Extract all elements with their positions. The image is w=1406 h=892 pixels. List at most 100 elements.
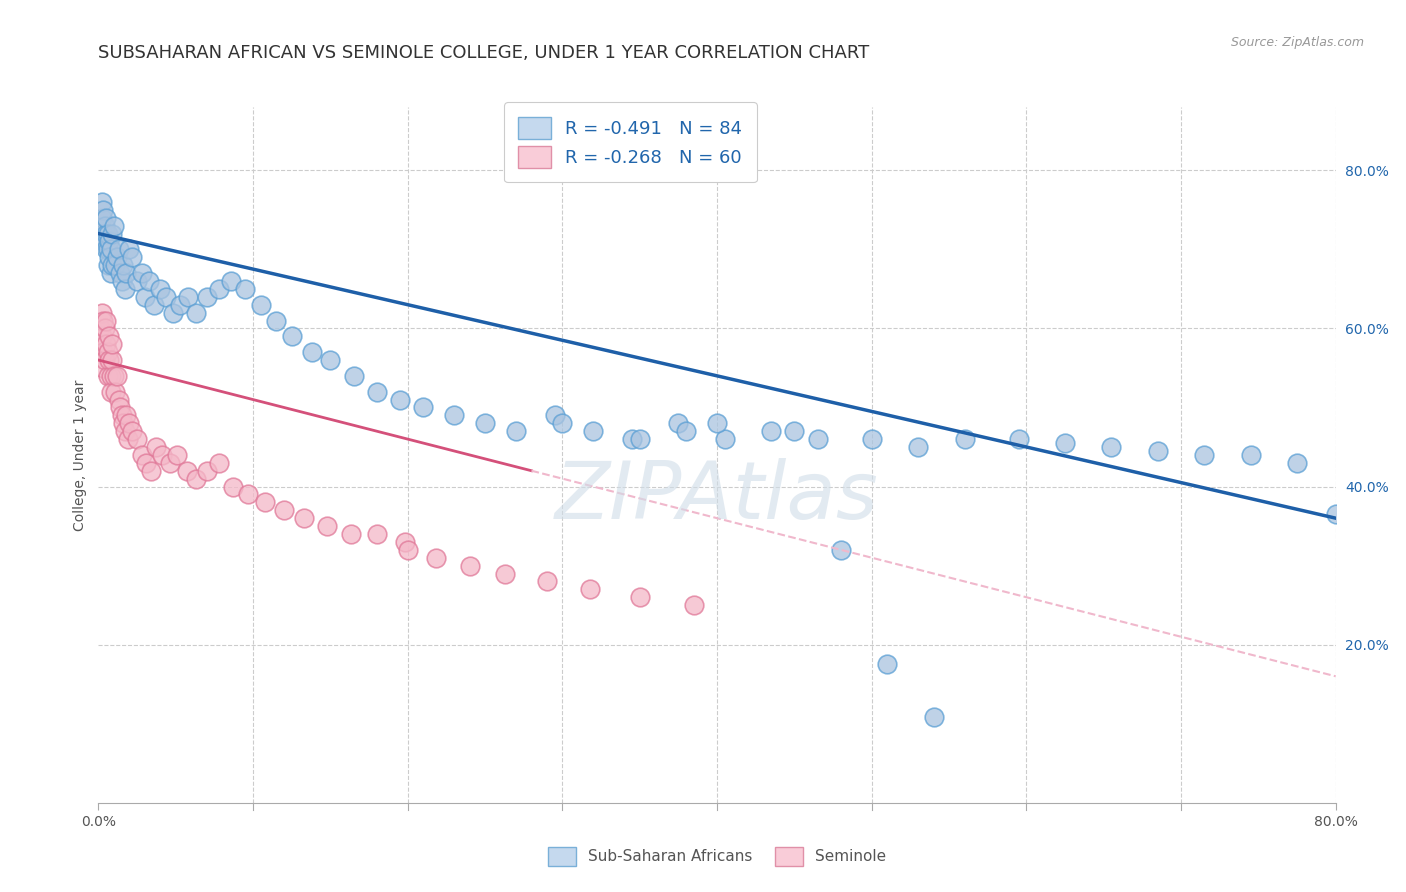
Point — [579, 582, 602, 597]
Point — [155, 290, 177, 304]
Point — [111, 409, 134, 423]
Point — [127, 274, 149, 288]
Point — [91, 345, 114, 359]
Text: ZIPAtlas: ZIPAtlas — [555, 458, 879, 536]
Text: SUBSAHARAN AFRICAN VS SEMINOLE COLLEGE, UNDER 1 YEAR CORRELATION CHART: SUBSAHARAN AFRICAN VS SEMINOLE COLLEGE, … — [98, 45, 870, 62]
Point — [683, 598, 706, 612]
Point — [108, 266, 131, 280]
Point — [505, 424, 527, 438]
Point — [145, 440, 167, 454]
Point — [1324, 507, 1347, 521]
Point — [162, 305, 184, 319]
Point — [388, 392, 412, 407]
Point — [907, 440, 929, 454]
Point — [621, 432, 644, 446]
Point — [292, 511, 315, 525]
Point — [90, 194, 112, 209]
Point — [103, 368, 125, 383]
Point — [98, 353, 121, 368]
Point — [1099, 440, 1122, 454]
Point — [184, 472, 207, 486]
Point — [98, 329, 121, 343]
Point — [101, 353, 124, 368]
Point — [89, 337, 111, 351]
Point — [394, 534, 416, 549]
Point — [96, 313, 118, 327]
Point — [100, 243, 122, 257]
Point — [543, 409, 565, 423]
Point — [118, 417, 141, 431]
Point — [134, 290, 156, 304]
Point — [1007, 432, 1029, 446]
Point — [159, 456, 181, 470]
Point — [714, 432, 737, 446]
Point — [169, 298, 191, 312]
Point — [105, 368, 128, 383]
Point — [150, 448, 173, 462]
Point — [675, 424, 697, 438]
Point — [98, 235, 121, 249]
Point — [103, 219, 125, 233]
Point — [114, 282, 136, 296]
Point — [208, 282, 231, 296]
Point — [100, 368, 122, 383]
Point — [93, 219, 115, 233]
Point — [783, 424, 806, 438]
Point — [443, 409, 465, 423]
Point — [235, 282, 257, 296]
Point — [90, 329, 112, 343]
Point — [91, 227, 114, 241]
Point — [111, 274, 134, 288]
Point — [105, 250, 128, 264]
Point — [582, 424, 605, 438]
Point — [89, 219, 111, 233]
Point — [96, 211, 118, 225]
Point — [184, 305, 207, 319]
Point — [458, 558, 481, 573]
Point — [90, 211, 112, 225]
Point — [121, 250, 143, 264]
Point — [100, 266, 122, 280]
Point — [97, 345, 120, 359]
Point — [474, 417, 496, 431]
Point — [195, 290, 218, 304]
Point — [97, 227, 120, 241]
Point — [91, 235, 114, 249]
Point — [131, 266, 153, 280]
Point — [104, 258, 127, 272]
Point — [115, 409, 138, 423]
Point — [761, 424, 783, 438]
Point — [830, 542, 852, 557]
Point — [118, 243, 141, 257]
Point — [93, 321, 115, 335]
Point — [91, 360, 114, 375]
Point — [551, 417, 574, 431]
Point — [319, 353, 342, 368]
Point — [273, 503, 295, 517]
Point — [101, 337, 124, 351]
Point — [166, 448, 188, 462]
Point — [108, 401, 131, 415]
Point — [343, 368, 366, 383]
Point — [143, 298, 166, 312]
Point — [93, 235, 115, 249]
Point — [91, 202, 114, 217]
Point — [98, 250, 121, 264]
Point — [366, 527, 388, 541]
Point — [494, 566, 516, 581]
Point — [628, 432, 651, 446]
Point — [90, 305, 112, 319]
Point — [121, 424, 143, 438]
Point — [91, 313, 114, 327]
Point — [96, 337, 118, 351]
Point — [876, 657, 898, 672]
Point — [536, 574, 558, 589]
Point — [1240, 448, 1263, 462]
Point — [706, 417, 728, 431]
Point — [238, 487, 260, 501]
Point — [366, 384, 388, 399]
Point — [1192, 448, 1215, 462]
Point — [112, 258, 135, 272]
Point — [104, 384, 127, 399]
Point — [93, 353, 115, 368]
